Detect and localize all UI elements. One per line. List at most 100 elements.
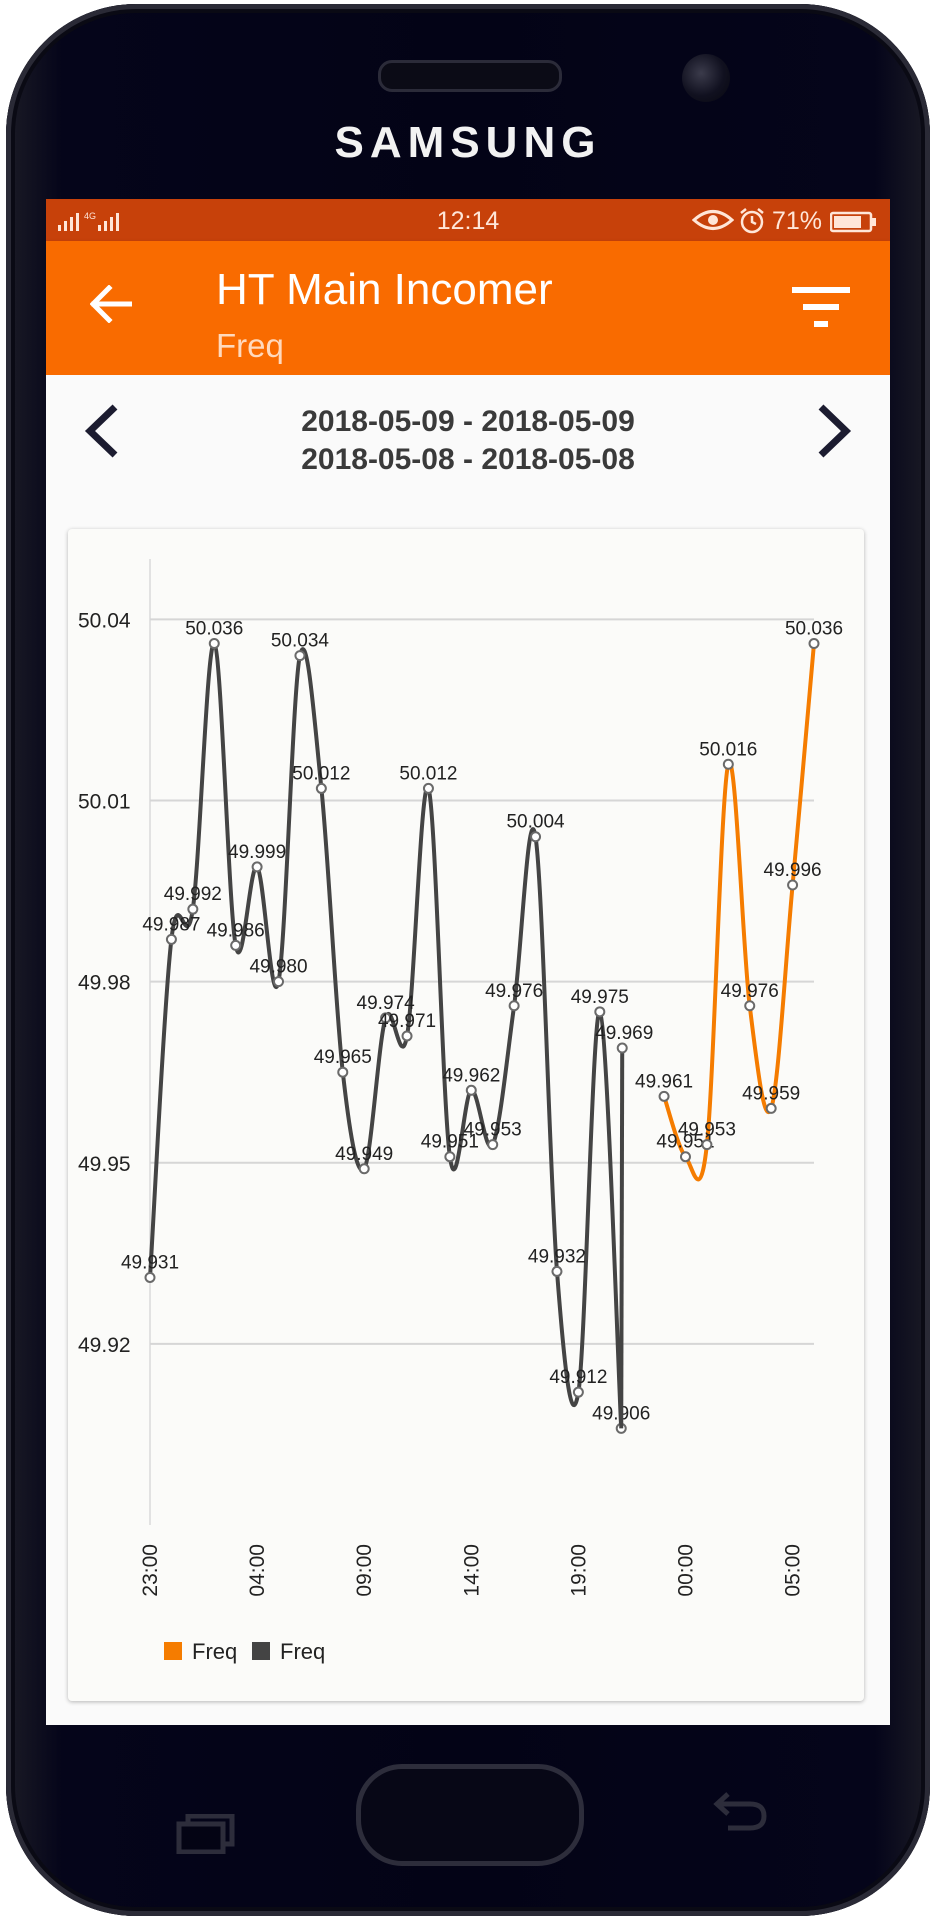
data-label: 49.962: [442, 1065, 500, 1086]
data-label: 49.992: [164, 884, 222, 905]
app-bar: HT Main Incomer Freq: [46, 241, 890, 375]
front-camera: [682, 54, 730, 102]
data-point[interactable]: [787, 879, 799, 891]
data-label: 50.016: [699, 739, 757, 760]
eye-comfort-icon: [692, 210, 734, 230]
data-label: 49.912: [549, 1367, 607, 1388]
y-tick-label: 49.98: [78, 972, 131, 995]
x-tick-label: 04:00: [246, 1544, 269, 1597]
y-tick-label: 50.01: [78, 791, 131, 814]
x-tick-label: 05:00: [782, 1544, 805, 1597]
series-line-0: [662, 643, 816, 1182]
legend-swatch[interactable]: [164, 1642, 182, 1660]
home-button[interactable]: [356, 1764, 584, 1866]
data-point[interactable]: [616, 1042, 628, 1054]
data-label: 49.975: [571, 987, 629, 1008]
back-nav-icon[interactable]: [712, 1788, 768, 1832]
data-label: 49.953: [678, 1120, 736, 1141]
earpiece-speaker: [378, 60, 562, 92]
data-label: 50.034: [271, 631, 330, 652]
data-point[interactable]: [230, 939, 242, 951]
y-tick-label: 49.95: [78, 1153, 131, 1176]
data-point[interactable]: [679, 1151, 691, 1163]
data-point[interactable]: [658, 1090, 670, 1102]
data-point[interactable]: [530, 831, 542, 843]
recent-apps-icon[interactable]: [176, 1814, 236, 1854]
data-point[interactable]: [165, 933, 177, 945]
data-point[interactable]: [337, 1066, 349, 1078]
data-point[interactable]: [572, 1386, 584, 1398]
data-point[interactable]: [765, 1102, 777, 1114]
data-point[interactable]: [208, 638, 220, 650]
data-label: 49.987: [142, 914, 200, 935]
data-point[interactable]: [422, 782, 434, 794]
x-tick-label: 09:00: [353, 1544, 376, 1597]
y-tick-label: 49.92: [78, 1334, 131, 1357]
data-point[interactable]: [508, 1000, 520, 1012]
data-point[interactable]: [358, 1163, 370, 1175]
y-tick-label: 50.04: [78, 609, 131, 632]
data-label: 49.951: [656, 1132, 714, 1153]
x-tick-label: 14:00: [460, 1544, 483, 1597]
data-point[interactable]: [273, 976, 285, 988]
data-label: 49.932: [528, 1246, 586, 1267]
data-label: 50.012: [399, 763, 457, 784]
chevron-right-icon[interactable]: [814, 403, 854, 459]
content-area: 2018-05-09 - 2018-05-09 2018-05-08 - 201…: [46, 375, 890, 1725]
battery-icon: [830, 211, 876, 233]
data-point[interactable]: [380, 1012, 392, 1024]
data-label: 49.976: [485, 981, 543, 1002]
data-point[interactable]: [144, 1271, 156, 1283]
data-label: 49.959: [742, 1083, 800, 1104]
arrow-left-icon[interactable]: [90, 285, 132, 323]
chevron-left-icon[interactable]: [82, 403, 122, 459]
date-range-primary: 2018-05-09 - 2018-05-09: [301, 405, 635, 438]
status-time: 12:14: [436, 207, 500, 235]
status-bar: 4G 12:14 71%: [46, 199, 890, 241]
series-line-1: [148, 641, 624, 1429]
signal-icon: 4G: [58, 211, 119, 231]
data-label: 49.974: [357, 993, 416, 1014]
data-point[interactable]: [251, 861, 263, 873]
data-point[interactable]: [808, 638, 820, 650]
data-label: 49.953: [464, 1120, 522, 1141]
page-subtitle: Freq: [216, 327, 284, 364]
data-label: 49.951: [421, 1132, 479, 1153]
data-label: 49.961: [635, 1071, 693, 1092]
frequency-chart: 49.92 49.95 49.98 50.01 50.04 23:00 04:00 09:00…: [78, 559, 843, 1664]
data-point[interactable]: [294, 650, 306, 662]
data-point[interactable]: [744, 1000, 756, 1012]
data-label: 49.969: [595, 1023, 653, 1044]
legend-label[interactable]: Freq: [280, 1639, 325, 1664]
data-point[interactable]: [551, 1265, 563, 1277]
chart-card: 49.92 49.95 49.98 50.01 50.04 23:00 04:00 09:00…: [68, 529, 864, 1701]
data-label: 49.996: [764, 860, 822, 881]
alarm-icon: [740, 208, 764, 234]
data-label: 49.980: [249, 957, 307, 978]
x-tick-label: 00:00: [674, 1544, 697, 1597]
data-point[interactable]: [187, 903, 199, 915]
filter-icon[interactable]: [792, 285, 850, 329]
data-point[interactable]: [401, 1030, 413, 1042]
legend-swatch[interactable]: [252, 1642, 270, 1660]
data-point[interactable]: [701, 1139, 713, 1151]
data-point[interactable]: [315, 782, 327, 794]
battery-percent: 71%: [772, 207, 823, 235]
data-label: 50.036: [185, 619, 243, 640]
data-point[interactable]: [444, 1151, 456, 1163]
data-point[interactable]: [487, 1139, 499, 1151]
data-point[interactable]: [465, 1084, 477, 1096]
data-label: 49.949: [335, 1144, 393, 1165]
data-point[interactable]: [594, 1006, 606, 1018]
data-label: 49.965: [314, 1047, 372, 1068]
data-point[interactable]: [722, 758, 734, 770]
data-label: 49.986: [207, 920, 265, 941]
screen: 4G 12:14 71%: [46, 199, 890, 1725]
series-line-tail: [619, 1048, 625, 1429]
legend-label[interactable]: Freq: [192, 1639, 237, 1664]
date-range-compare: 2018-05-08 - 2018-05-08: [301, 443, 635, 476]
data-label: 49.999: [228, 842, 286, 863]
data-label: 50.004: [506, 812, 565, 833]
data-label: 49.971: [378, 1011, 436, 1032]
